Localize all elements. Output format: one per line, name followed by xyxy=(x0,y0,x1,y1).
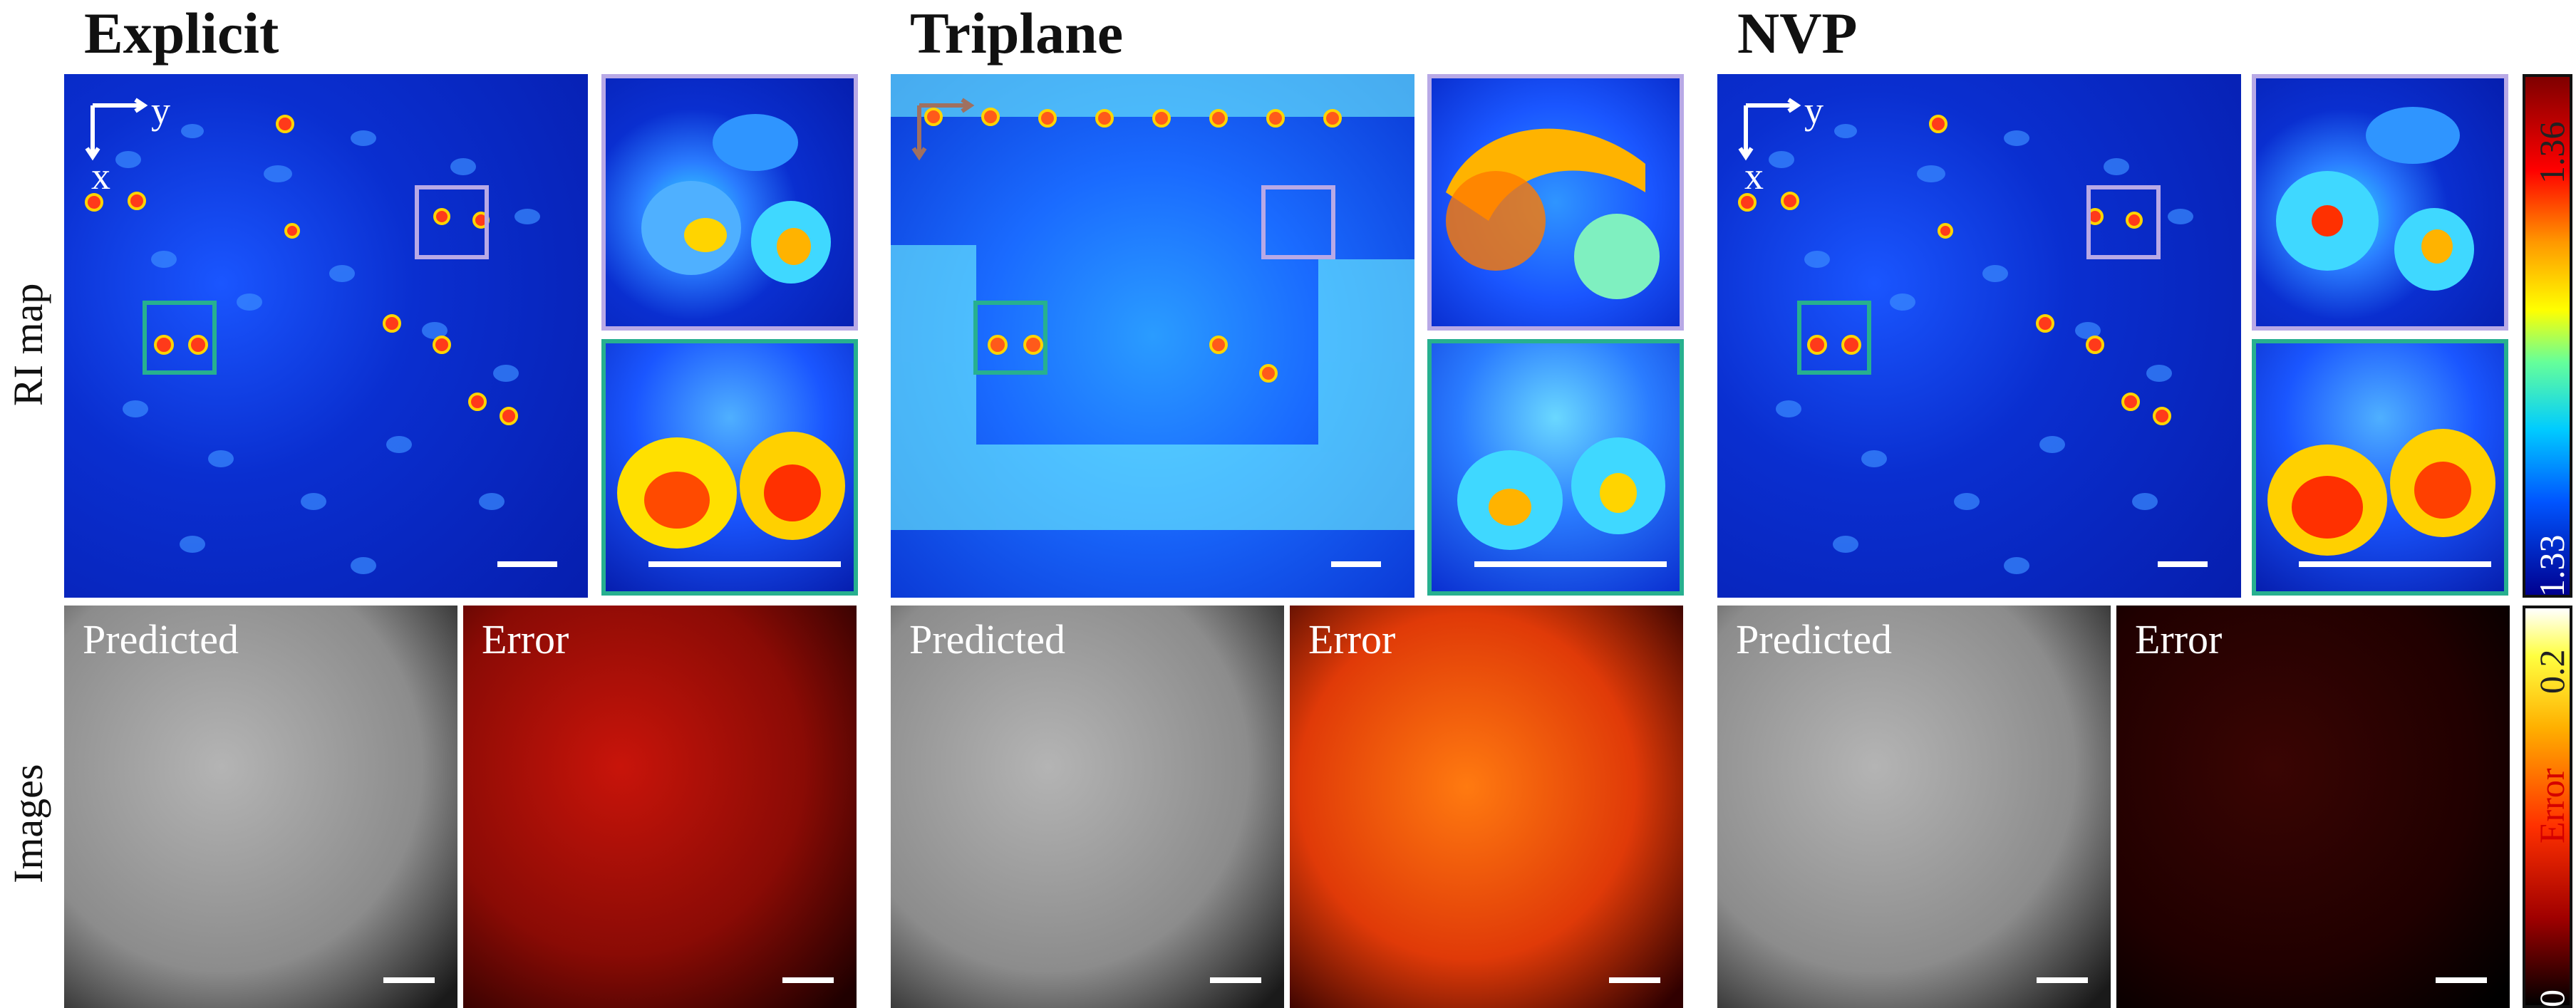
scale-bar xyxy=(383,977,435,983)
ri-colorbar-min: 1.33 xyxy=(2532,534,2572,598)
nvp-ri-map: y x xyxy=(1717,74,2241,598)
explicit-ri-map: y x xyxy=(64,74,588,598)
error-label: Error xyxy=(2135,616,2223,663)
explicit-error-image: Error xyxy=(463,606,857,1008)
explicit-inset-teal xyxy=(601,339,858,596)
scale-bar xyxy=(1609,977,1660,983)
nvp-cell-pattern xyxy=(1738,115,2193,574)
scale-bar xyxy=(497,561,557,567)
inset-cells xyxy=(2267,429,2495,556)
nvp-error-image: Error xyxy=(2116,606,2510,1008)
triplane-error-image: Error xyxy=(1290,606,1683,1008)
predicted-label: Predicted xyxy=(1736,616,1893,663)
teal-selection-box xyxy=(1797,301,1871,375)
ri-colorbar-max: 1.36 xyxy=(2532,121,2572,185)
predicted-label: Predicted xyxy=(83,616,239,663)
purple-selection-box xyxy=(2086,185,2161,259)
teal-selection-box xyxy=(143,301,217,375)
inset-cells xyxy=(641,114,831,284)
row-label-images: Images xyxy=(5,764,51,884)
scale-bar xyxy=(648,561,841,567)
xy-axes-icon xyxy=(85,98,148,161)
y-axis-label: y xyxy=(1804,89,1824,132)
error-colorbar: 0.2 Error 0 xyxy=(2523,606,2572,1008)
inset-cells xyxy=(617,432,845,549)
purple-selection-box xyxy=(1261,185,1335,259)
triplane-inset-purple xyxy=(1427,74,1684,331)
triplane-inset-teal xyxy=(1427,339,1684,596)
explicit-inset-purple xyxy=(601,74,858,331)
explicit-cell-pattern xyxy=(85,115,540,574)
column-title-explicit: Explicit xyxy=(84,1,279,66)
x-axis-label: x xyxy=(91,155,110,197)
scale-bar xyxy=(1474,561,1667,567)
scale-bar xyxy=(2436,977,2487,983)
error-label: Error xyxy=(482,616,569,663)
row-label-ri-map: RI map xyxy=(5,283,51,406)
inset-cells xyxy=(2276,107,2474,291)
error-colorbar-min: 0 xyxy=(2532,989,2572,1007)
triplane-cell-pattern xyxy=(891,74,1414,530)
column-title-triplane: Triplane xyxy=(910,1,1124,66)
inset-cells xyxy=(1446,128,1660,299)
error-label: Error xyxy=(1308,616,1396,663)
ri-colorbar: 1.36 1.33 xyxy=(2523,74,2572,598)
triplane-ri-map xyxy=(891,74,1414,598)
y-axis-label: y xyxy=(151,89,170,132)
nvp-inset-purple xyxy=(2252,74,2508,331)
scale-bar xyxy=(2037,977,2088,983)
scale-bar xyxy=(1331,561,1381,567)
inset-cells xyxy=(1457,437,1665,550)
scale-bar xyxy=(1210,977,1261,983)
xy-axes-icon xyxy=(911,98,975,161)
scale-bar xyxy=(2158,561,2208,567)
error-colorbar-label: Error xyxy=(2532,768,2572,844)
column-title-nvp: NVP xyxy=(1737,1,1858,66)
x-axis-label: x xyxy=(1744,155,1764,197)
predicted-label: Predicted xyxy=(909,616,1066,663)
purple-selection-box xyxy=(415,185,489,259)
error-colorbar-max: 0.2 xyxy=(2532,649,2572,695)
nvp-predicted-image: Predicted xyxy=(1717,606,2111,1008)
triplane-predicted-image: Predicted xyxy=(891,606,1284,1008)
teal-selection-box xyxy=(973,301,1048,375)
explicit-predicted-image: Predicted xyxy=(64,606,457,1008)
scale-bar xyxy=(782,977,834,983)
xy-axes-icon xyxy=(1738,98,1801,161)
nvp-inset-teal xyxy=(2252,339,2508,596)
scale-bar xyxy=(2299,561,2491,567)
